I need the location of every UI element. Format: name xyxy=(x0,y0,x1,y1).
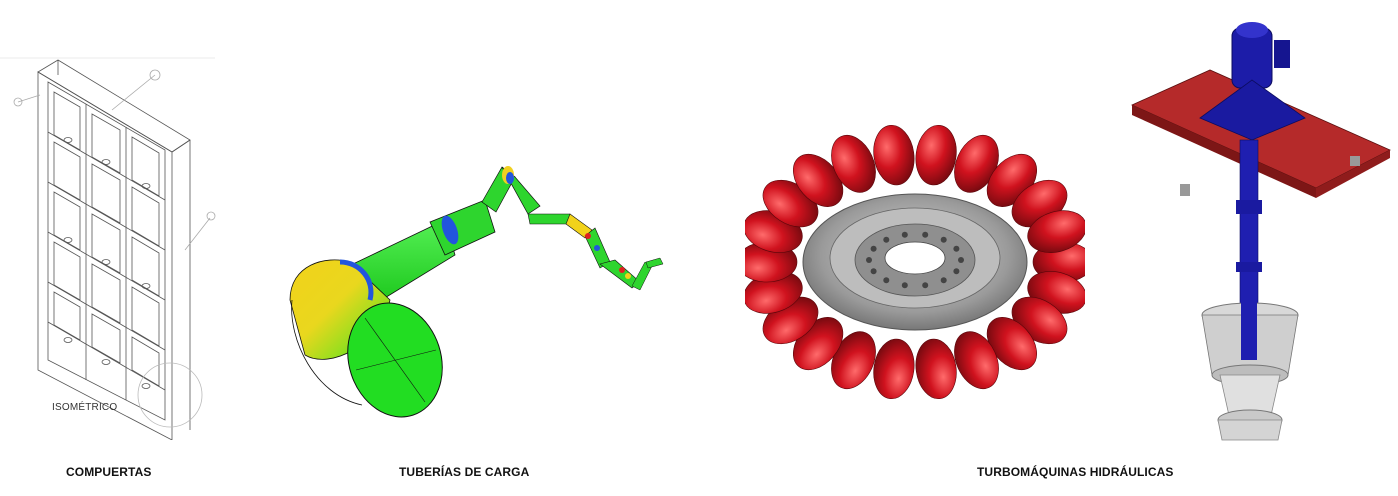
hub-bolt xyxy=(922,231,929,238)
hub-bolt xyxy=(870,245,877,252)
pelton-runner-figure xyxy=(745,0,1085,440)
hub-bolt xyxy=(940,236,947,243)
hub-bolt xyxy=(922,282,929,289)
pelton-runner-render xyxy=(745,124,1085,400)
runner-bucket xyxy=(873,124,915,186)
penstock-3d-render xyxy=(289,166,664,418)
hub-bolt xyxy=(953,268,960,275)
gate-drawing: ISOMÉTRICO xyxy=(0,0,230,440)
hub-bolt xyxy=(883,236,890,243)
hub-bolt xyxy=(901,231,908,238)
runner-bucket xyxy=(915,338,957,400)
gate-isometric-figure xyxy=(0,57,216,440)
hub-bolt xyxy=(866,257,872,263)
penstock-figure xyxy=(270,0,690,440)
runner-bucket xyxy=(831,134,876,193)
hub-bolt xyxy=(953,245,960,252)
hub-bolt xyxy=(940,277,947,284)
runner-buckets xyxy=(745,124,1085,400)
hub-bolt xyxy=(870,268,877,275)
hub-bolt xyxy=(958,257,964,263)
caption-gates: COMPUERTAS xyxy=(66,465,152,479)
isometric-view-label: ISOMÉTRICO xyxy=(52,402,118,413)
runner-bucket xyxy=(1027,210,1085,253)
runner-bucket xyxy=(915,124,957,186)
hub-bolt xyxy=(901,282,908,289)
runner-bucket xyxy=(954,331,999,390)
caption-penstocks: TUBERÍAS DE CARGA xyxy=(399,465,530,479)
runner-bucket xyxy=(873,338,915,400)
caption-turbomachines: TURBOMÁQUINAS HIDRÁULICAS xyxy=(977,465,1174,479)
vertical-pump-render xyxy=(1131,22,1391,441)
vertical-pump-figure xyxy=(1120,0,1398,460)
hub-bolt xyxy=(883,277,890,284)
